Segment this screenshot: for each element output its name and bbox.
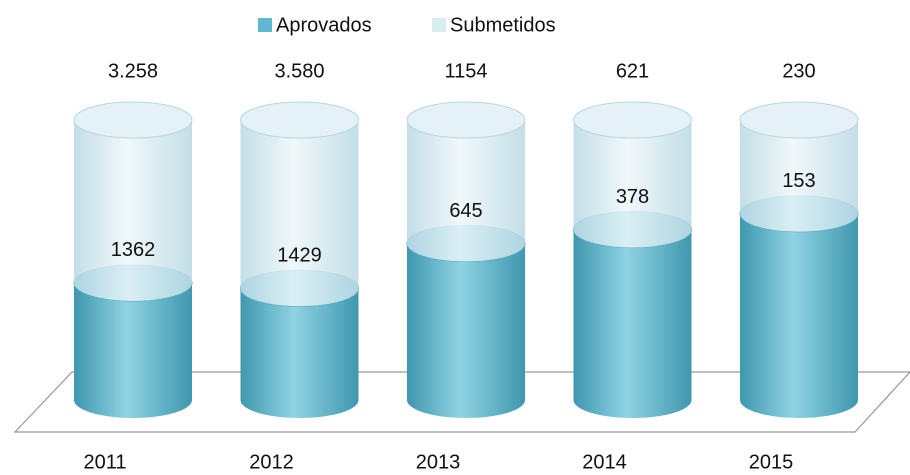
submetidos-body [740, 120, 858, 232]
submetidos-top [573, 101, 692, 139]
legend-swatch [432, 18, 446, 32]
aprovados-body [740, 213, 858, 418]
x-tick-label: 2011 [83, 451, 126, 473]
submetidos-top [406, 101, 526, 139]
x-tick-label: 2015 [749, 451, 794, 473]
value-label: 378 [616, 186, 649, 208]
x-tick-label: 2013 [416, 451, 461, 473]
value-label: 1429 [277, 245, 322, 267]
aprovados-body [407, 243, 525, 418]
legend-label: Submetidos [450, 14, 556, 36]
aprovados-body [573, 229, 692, 419]
submetidos-body [74, 120, 192, 301]
value-label: 645 [449, 200, 482, 222]
submetidos-top [240, 101, 359, 139]
value-label: 1154 [444, 60, 487, 82]
x-tick-label: 2012 [249, 451, 294, 473]
submetidos-top [739, 101, 859, 139]
submetidos-body [407, 120, 525, 262]
value-label: 3.580 [274, 60, 324, 82]
aprovados-body [74, 282, 192, 418]
aprovados-body [240, 288, 359, 419]
value-label: 621 [616, 60, 649, 82]
value-label: 230 [782, 60, 815, 82]
x-tick-label: 2014 [582, 451, 627, 473]
submetidos-top [73, 101, 193, 139]
legend-swatch [258, 18, 272, 32]
submetidos-body [573, 120, 692, 248]
value-label: 3.258 [108, 60, 158, 82]
value-label: 1362 [111, 239, 156, 261]
legend-label: Aprovados [276, 14, 372, 36]
value-label: 153 [782, 170, 815, 192]
submetidos-body [240, 120, 359, 307]
